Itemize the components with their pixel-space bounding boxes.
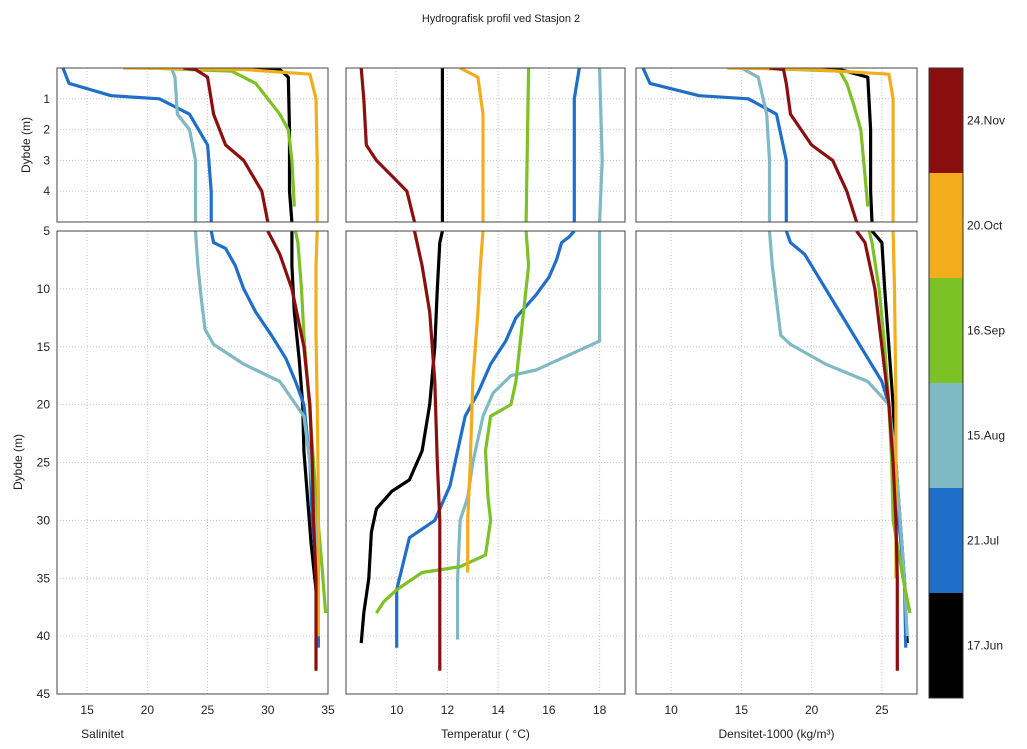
series-line-15-aug-top bbox=[740, 68, 772, 222]
series-line-21-jul-top bbox=[572, 68, 581, 222]
chart-title: Hydrografisk profil ved Stasjon 2 bbox=[422, 13, 580, 25]
y-tick-label: 4 bbox=[43, 184, 50, 198]
panel-frame-top bbox=[56, 67, 329, 223]
x-tick-label: 10 bbox=[390, 703, 404, 717]
series-line-21-jul-top bbox=[641, 68, 788, 222]
x-tick-label: 14 bbox=[492, 703, 506, 717]
series-line-15-aug-top bbox=[598, 68, 604, 222]
series-line-21-jul-bottom bbox=[395, 231, 576, 648]
series-line-16-sep-bottom bbox=[375, 231, 531, 614]
y-axis-label-top: Dybde (m) bbox=[19, 117, 33, 173]
colorbar-segment-15-aug bbox=[929, 383, 963, 488]
y-tick-label: 45 bbox=[37, 687, 51, 701]
colorbar-segment-24-nov bbox=[929, 68, 963, 173]
series-line-15-aug-bottom bbox=[767, 231, 909, 637]
y-tick-label: 35 bbox=[37, 571, 51, 585]
series-line-20-oct-bottom bbox=[466, 231, 485, 573]
x-tick-label: 20 bbox=[141, 703, 155, 717]
series-line-15-aug-top bbox=[169, 68, 198, 222]
x-axis-label: Temperatur ( °C) bbox=[441, 727, 530, 741]
y-tick-label: 2 bbox=[43, 123, 50, 137]
y-tick-label: 40 bbox=[37, 629, 51, 643]
series-line-20-oct-top bbox=[459, 68, 485, 222]
y-tick-label: 20 bbox=[37, 398, 51, 412]
x-tick-label: 15 bbox=[735, 703, 749, 717]
panels-group: 15 20 25 30 35 Salinitet 10 12 14 16 18 Temperatur … bbox=[56, 67, 918, 741]
x-tick-label: 15 bbox=[80, 703, 94, 717]
series-line-21-jul-top bbox=[61, 68, 213, 222]
colorbar-segment-16-sep bbox=[929, 278, 963, 383]
panel-frame-bottom bbox=[345, 230, 626, 695]
x-tick-label: 10 bbox=[664, 703, 678, 717]
colorbar-segment-17-jun bbox=[929, 593, 963, 698]
colorbar-label-17-jun: 17.Jun bbox=[967, 639, 1003, 653]
panel-2: 10 12 14 16 18 Temperatur ( °C) bbox=[345, 67, 626, 741]
series-line-24-nov-top bbox=[359, 68, 417, 222]
series-line-24-nov-bottom bbox=[266, 231, 318, 671]
panel-frame-bottom bbox=[56, 230, 329, 695]
series-line-21-jul-bottom bbox=[784, 231, 908, 648]
colorbar-label-21-jul: 21.Jul bbox=[967, 534, 999, 548]
x-tick-label: 25 bbox=[875, 703, 889, 717]
x-tick-label: 35 bbox=[321, 703, 335, 717]
y-tick-label: 3 bbox=[43, 153, 50, 167]
y-tick-label: 30 bbox=[37, 513, 51, 527]
x-tick-label: 16 bbox=[542, 703, 556, 717]
series-line-24-nov-bottom bbox=[855, 231, 899, 671]
colorbar-segment-21-jul bbox=[929, 488, 963, 593]
x-tick-label: 25 bbox=[201, 703, 215, 717]
colorbar-label-16-sep: 16.Sep bbox=[967, 324, 1005, 338]
series-line-16-sep-top bbox=[524, 68, 531, 222]
colorbar-frame bbox=[928, 67, 964, 699]
x-tick-label: 20 bbox=[805, 703, 819, 717]
colorbar-segment-20-oct bbox=[929, 173, 963, 278]
colorbar-label-24-nov: 24.Nov bbox=[967, 114, 1005, 128]
y-tick-label: 25 bbox=[37, 456, 51, 470]
series-line-24-nov-top bbox=[183, 68, 270, 222]
x-tick-label: 18 bbox=[593, 703, 607, 717]
y-axis-label-bottom: Dybde (m) bbox=[11, 434, 25, 490]
series-line-15-aug-bottom bbox=[456, 231, 602, 640]
colorbar: 24.Nov 20.Oct 16.Sep 15.Aug 21.Jul 17.Jun bbox=[928, 67, 1005, 699]
series-line-16-sep-top bbox=[147, 68, 296, 207]
series-line-20-oct-bottom bbox=[314, 231, 320, 637]
panel-1: 15 20 25 30 35 Salinitet bbox=[56, 67, 335, 741]
y-tick-label: 10 bbox=[37, 282, 51, 296]
panel-frame-top bbox=[635, 67, 918, 223]
series-line-24-nov-bottom bbox=[412, 231, 442, 671]
x-axis-label: Densitet-1000 (kg/m³) bbox=[718, 727, 834, 741]
colorbar-label-20-oct: 20.Oct bbox=[967, 219, 1003, 233]
series-line-20-oct-top bbox=[123, 68, 319, 222]
series-line-17-jun-bottom bbox=[359, 231, 444, 644]
x-axis-label: Salinitet bbox=[81, 727, 124, 741]
x-tick-label: 30 bbox=[261, 703, 275, 717]
series-line-17-jun-top bbox=[219, 68, 294, 222]
y-tick-label: 1 bbox=[43, 92, 50, 106]
panel-frame-bottom bbox=[635, 230, 918, 695]
x-tick-label: 12 bbox=[441, 703, 455, 717]
colorbar-label-15-aug: 15.Aug bbox=[967, 429, 1005, 443]
panel-3: 10 15 20 25 Densitet-1000 (kg/m³) bbox=[635, 67, 918, 741]
y-tick-label: 5 bbox=[43, 224, 50, 238]
series-line-24-nov-top bbox=[769, 68, 859, 222]
series-line-15-aug-bottom bbox=[193, 231, 320, 637]
y-tick-label: 15 bbox=[37, 340, 51, 354]
panel-frame-top bbox=[345, 67, 626, 223]
